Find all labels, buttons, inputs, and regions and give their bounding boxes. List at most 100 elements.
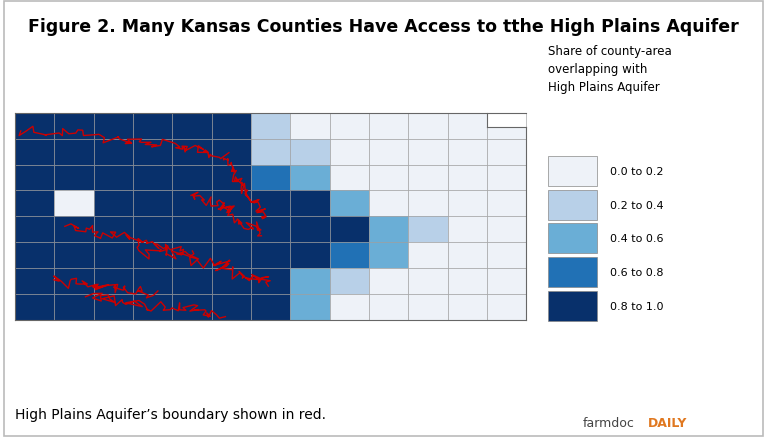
Bar [369,165,408,191]
Bar [173,139,212,165]
Bar [173,113,212,139]
Text: 0.2 to 0.4: 0.2 to 0.4 [611,200,664,210]
Bar [173,217,212,243]
Bar [94,139,133,165]
Bar [133,243,173,268]
Bar [330,268,369,294]
Bar [408,268,447,294]
Bar [94,294,133,320]
Bar [330,165,369,191]
Bar [173,243,212,268]
Bar [15,139,54,165]
Bar [290,217,330,243]
Bar [212,113,251,139]
Bar [290,268,330,294]
Text: Share of county-area
overlapping with
High Plains Aquifer: Share of county-area overlapping with Hi… [548,45,672,93]
Bar [330,139,369,165]
Text: Figure 2. Many Kansas Counties Have Access to tthe High Plains Aquifer: Figure 2. Many Kansas Counties Have Acce… [28,18,739,35]
Text: 0.8 to 1.0: 0.8 to 1.0 [611,301,663,311]
Bar [408,113,447,139]
Text: DAILY: DAILY [648,416,687,429]
Bar [54,217,94,243]
Bar [548,291,597,321]
Bar [212,165,251,191]
Bar [447,191,487,217]
Bar [408,294,447,320]
Bar [15,294,54,320]
Bar [487,191,526,217]
Bar [133,294,173,320]
Bar [369,191,408,217]
Bar [290,113,330,139]
Bar [94,243,133,268]
Bar [251,268,290,294]
Bar [212,139,251,165]
Bar [369,139,408,165]
Bar [173,268,212,294]
Bar [330,294,369,320]
Bar [408,217,447,243]
Bar [133,268,173,294]
Bar [330,243,369,268]
Bar [369,268,408,294]
Bar [15,165,54,191]
Bar [212,243,251,268]
Bar [447,243,487,268]
Polygon shape [487,113,526,128]
Bar [369,243,408,268]
Bar [15,268,54,294]
Bar [133,139,173,165]
Bar [330,113,369,139]
Bar [290,294,330,320]
Text: High Plains Aquifer’s boundary shown in red.: High Plains Aquifer’s boundary shown in … [15,407,326,421]
Bar [447,217,487,243]
Text: farmdoc: farmdoc [583,416,635,429]
Bar [487,217,526,243]
Bar [408,191,447,217]
Bar [548,156,597,187]
Bar [251,165,290,191]
Bar [54,294,94,320]
Bar [133,113,173,139]
Bar [251,217,290,243]
Bar [290,165,330,191]
Bar [54,165,94,191]
Bar [548,258,597,288]
Bar [173,294,212,320]
Bar [133,217,173,243]
Bar [15,243,54,268]
Bar [54,191,94,217]
Bar [447,294,487,320]
Bar [15,113,54,139]
Bar [330,191,369,217]
Bar [94,191,133,217]
Text: 0.6 to 0.8: 0.6 to 0.8 [611,268,663,278]
Bar [447,268,487,294]
Bar [251,139,290,165]
Bar [251,243,290,268]
Bar [133,191,173,217]
Bar [94,113,133,139]
Bar [487,268,526,294]
Bar [487,243,526,268]
Bar [290,139,330,165]
Bar [251,113,290,139]
Text: 0.4 to 0.6: 0.4 to 0.6 [611,234,663,244]
Bar [15,191,54,217]
Bar [54,113,94,139]
Bar [54,268,94,294]
Bar [133,165,173,191]
Bar [548,224,597,254]
Bar [212,191,251,217]
Bar [487,113,526,139]
Bar [212,217,251,243]
Bar [447,113,487,139]
Text: 0.0 to 0.2: 0.0 to 0.2 [611,166,663,177]
Bar [290,191,330,217]
Bar [94,217,133,243]
Bar [251,191,290,217]
Bar [15,217,54,243]
Bar [251,294,290,320]
Bar [173,165,212,191]
Bar [487,139,526,165]
